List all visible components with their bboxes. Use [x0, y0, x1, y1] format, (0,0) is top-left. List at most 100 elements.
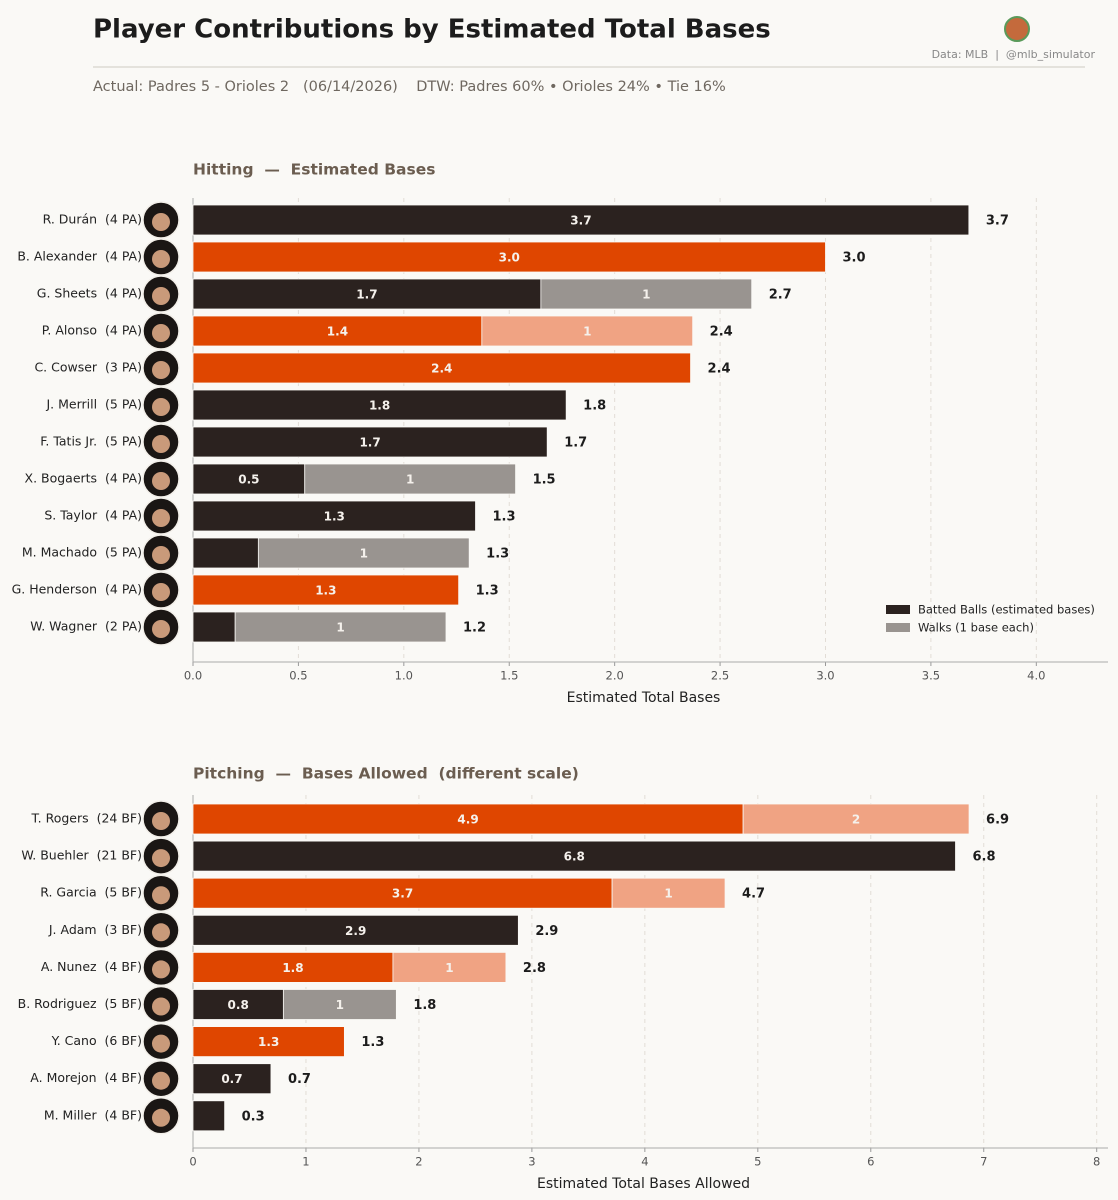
total-label: 2.4	[708, 362, 731, 377]
player-face	[152, 1108, 170, 1127]
legend-swatch	[886, 623, 910, 632]
y-tick-label: G. Henderson (4 PA)	[12, 582, 142, 597]
segment-label: 1.3	[315, 584, 336, 598]
bar-segment	[192, 803, 744, 835]
bar-segment	[192, 315, 483, 347]
bar-segment	[611, 877, 726, 909]
x-tick-label: 3.0	[816, 669, 834, 683]
bar-segment	[192, 389, 567, 421]
player-face	[152, 886, 170, 905]
segment-label: 1	[406, 473, 414, 487]
x-tick-label: 2	[415, 1155, 422, 1169]
x-tick-label: 1.0	[395, 669, 413, 683]
x-tick-label: 4.0	[1027, 669, 1045, 683]
player-face	[152, 997, 170, 1016]
x-tick-label: 1	[302, 1155, 309, 1169]
segment-label: 1	[360, 547, 368, 561]
bar-segment	[192, 1100, 226, 1132]
total-label: 2.7	[769, 288, 792, 303]
bar-segment	[742, 803, 970, 835]
total-label: 4.7	[742, 887, 765, 902]
x-tick-label: 8	[1093, 1155, 1100, 1169]
total-label: 3.0	[842, 251, 865, 266]
segment-label: 0.5	[238, 473, 259, 487]
y-tick-label: M. Machado (5 PA)	[22, 545, 142, 560]
y-tick-label: M. Miller (4 BF)	[44, 1107, 142, 1122]
y-tick-label: Y. Cano (6 BF)	[51, 1033, 142, 1048]
bar-segment	[257, 537, 470, 569]
player-face	[152, 213, 170, 231]
total-label: 1.3	[486, 547, 509, 562]
segment-label: 1.7	[356, 288, 377, 302]
player-face	[152, 361, 170, 379]
player-face	[152, 812, 170, 830]
bar-segment	[192, 611, 236, 643]
legend-swatch	[886, 605, 910, 614]
x-tick-label: 1.5	[500, 669, 518, 683]
segment-label: 1.7	[359, 436, 380, 450]
y-tick-label: J. Adam (3 BF)	[48, 922, 142, 937]
logo	[1004, 16, 1030, 42]
player-face	[152, 960, 170, 979]
bar-segment	[282, 989, 397, 1020]
segment-label: 3.7	[392, 887, 413, 901]
y-tick-label: A. Nunez (4 BF)	[41, 959, 142, 974]
x-tick-label: 3.5	[922, 669, 940, 683]
legend-label: Batted Balls (estimated bases)	[918, 603, 1095, 617]
total-label: 6.8	[973, 850, 996, 865]
segment-label: 1.4	[327, 325, 348, 339]
player-face	[152, 509, 170, 527]
x-tick-label: 6	[867, 1155, 874, 1169]
bar-segment	[192, 204, 970, 236]
legend-label: Walks (1 base each)	[918, 621, 1034, 635]
bar-segment	[192, 952, 394, 983]
y-tick-label: T. Rogers (24 BF)	[31, 811, 143, 826]
segment-label: 0.7	[221, 1072, 242, 1086]
total-label: 0.3	[242, 1109, 265, 1124]
bar-segment	[481, 315, 694, 347]
bar-segment	[392, 952, 507, 983]
segment-label: 1.8	[369, 399, 390, 413]
chart-title: Hitting — Estimated Bases	[193, 161, 435, 179]
player-face	[152, 849, 170, 868]
segment-label: 0.8	[228, 998, 249, 1012]
segment-label: 6.8	[564, 850, 585, 864]
total-label: 1.5	[533, 473, 556, 488]
page-title: Player Contributions by Estimated Total …	[93, 15, 771, 45]
y-tick-label: R. Garcia (5 BF)	[40, 885, 142, 900]
segment-label: 1	[642, 288, 650, 302]
subtitle: Actual: Padres 5 - Orioles 2 (06/14/2026…	[93, 79, 726, 95]
total-label: 1.8	[413, 998, 436, 1013]
bar-segment	[234, 611, 447, 643]
bar-segment	[192, 352, 691, 384]
bar-segment	[192, 1026, 345, 1057]
player-face	[152, 435, 170, 453]
bar-segment	[192, 537, 259, 569]
segment-label: 2.9	[345, 924, 366, 938]
total-label: 1.3	[361, 1035, 384, 1050]
bar-segment	[192, 1063, 272, 1095]
x-tick-label: 7	[980, 1155, 987, 1169]
total-label: 1.2	[463, 621, 486, 636]
total-label: 2.8	[523, 961, 546, 976]
x-tick-label: 0.5	[289, 669, 307, 683]
x-tick-label: 4	[641, 1155, 648, 1169]
y-tick-label: S. Taylor (4 PA)	[44, 508, 142, 523]
segment-label: 1	[336, 998, 344, 1012]
source: Data: MLB | @mlb_simulator	[932, 48, 1096, 61]
total-label: 6.9	[986, 813, 1009, 828]
bar-segment	[304, 463, 516, 495]
total-label: 2.4	[710, 325, 733, 340]
y-tick-label: C. Cowser (3 PA)	[34, 360, 142, 375]
total-label: 1.7	[564, 436, 587, 451]
total-label: 0.7	[288, 1072, 311, 1087]
segment-label: 1.8	[282, 961, 303, 975]
x-tick-label: 5	[754, 1155, 761, 1169]
y-tick-label: B. Alexander (4 PA)	[17, 249, 142, 264]
y-tick-label: A. Morejon (4 BF)	[30, 1070, 142, 1085]
y-tick-label: F. Tatis Jr. (5 PA)	[40, 434, 142, 449]
y-tick-label: G. Sheets (4 PA)	[37, 286, 142, 301]
